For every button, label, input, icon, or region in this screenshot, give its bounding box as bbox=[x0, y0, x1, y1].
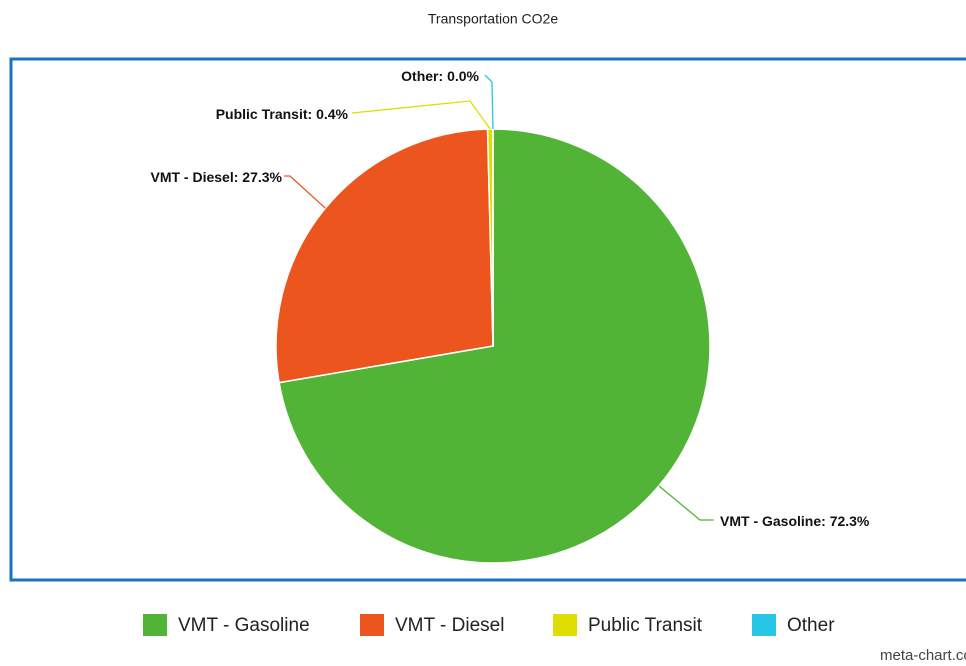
leader-line bbox=[484, 74, 494, 130]
pie-slice bbox=[278, 128, 711, 564]
label-separator: : bbox=[308, 106, 317, 122]
label-value: 27.3% bbox=[242, 169, 282, 185]
label-category: VMT - Gasoline bbox=[720, 513, 821, 529]
leader-line bbox=[658, 485, 714, 521]
label-category: Other bbox=[401, 68, 439, 84]
legend-label: VMT - Diesel bbox=[395, 615, 504, 636]
label-value: 0.0% bbox=[447, 68, 479, 84]
chart-title: Transportation CO2e bbox=[428, 11, 558, 27]
label-category: VMT - Diesel bbox=[150, 169, 233, 185]
label-category: Public Transit bbox=[216, 106, 308, 122]
legend-swatch bbox=[143, 614, 167, 636]
plot-frame bbox=[9, 57, 966, 582]
legend-swatch bbox=[360, 614, 384, 636]
data-label: VMT - Gasoline: 72.3% bbox=[720, 513, 870, 529]
legend-swatch bbox=[553, 614, 577, 636]
label-value: 72.3% bbox=[830, 513, 870, 529]
legend-label: Other bbox=[787, 615, 835, 636]
pie-slice bbox=[275, 128, 494, 384]
data-label: Public Transit: 0.4% bbox=[216, 106, 349, 122]
leader-line bbox=[351, 100, 491, 130]
watermark: meta-chart.com bbox=[880, 647, 966, 664]
legend-label: Public Transit bbox=[588, 615, 703, 636]
legend-label: VMT - Gasoline bbox=[178, 615, 310, 636]
data-label: Other: 0.0% bbox=[401, 68, 479, 84]
label-separator: : bbox=[821, 513, 830, 529]
leader-line bbox=[284, 175, 326, 209]
data-label: VMT - Diesel: 27.3% bbox=[150, 169, 282, 185]
label-separator: : bbox=[439, 68, 448, 84]
label-separator: : bbox=[234, 169, 243, 185]
label-value: 0.4% bbox=[316, 106, 348, 122]
legend-swatch bbox=[752, 614, 776, 636]
